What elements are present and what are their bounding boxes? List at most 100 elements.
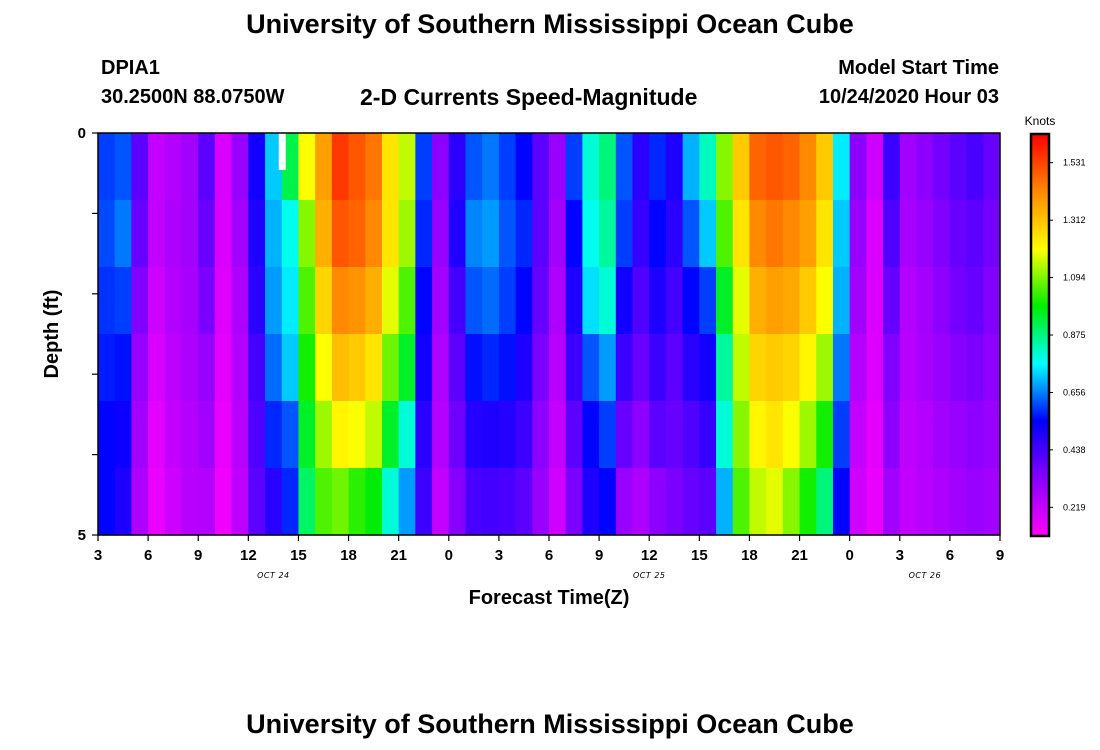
- heatmap-cell: [682, 334, 700, 402]
- heatmap-cell: [98, 133, 116, 201]
- heatmap-cell: [114, 133, 133, 201]
- x-tick-label: 6: [545, 547, 553, 564]
- heatmap-cell: [983, 401, 1000, 469]
- x-tick-label: 15: [290, 547, 307, 564]
- date-label: OCT 24: [257, 571, 290, 580]
- heatmap-cell: [582, 334, 600, 402]
- heatmap-cell: [448, 133, 467, 201]
- heatmap-cell: [615, 401, 634, 469]
- heatmap-cell: [482, 468, 500, 536]
- heatmap-cell: [649, 133, 667, 201]
- heatmap-cell: [248, 334, 266, 402]
- heatmap-cell: [699, 200, 717, 268]
- heatmap-cell: [916, 334, 934, 402]
- heatmap-cell: [816, 200, 834, 268]
- heatmap-cell: [816, 468, 834, 536]
- page-title: University of Southern Mississippi Ocean…: [246, 9, 854, 39]
- heatmap-cell: [949, 133, 968, 201]
- heatmap-cell: [381, 133, 400, 201]
- heatmap-cell: [148, 468, 166, 536]
- heatmap-cell: [899, 401, 918, 469]
- heatmap-cell: [949, 401, 968, 469]
- heatmap-cell: [883, 334, 901, 402]
- x-tick-label: 18: [340, 547, 357, 564]
- x-tick-label: 9: [595, 547, 603, 564]
- heatmap-cell: [866, 200, 884, 268]
- heatmap-cell: [716, 334, 734, 402]
- colorbar-tick-label: 1.531: [1063, 158, 1086, 168]
- heatmap-cell: [98, 401, 116, 469]
- heatmap-cell: [198, 468, 216, 536]
- heatmap-cell: [348, 133, 366, 201]
- heatmap-cell: [231, 200, 249, 268]
- heatmap-cell: [799, 200, 817, 268]
- heatmap-cell: [265, 401, 283, 469]
- heatmap-cell: [632, 334, 650, 402]
- model-start-time: 10/24/2020 Hour 03: [818, 86, 999, 108]
- heatmap-cell: [849, 334, 867, 402]
- colorbar-tick-label: 0.438: [1063, 445, 1086, 455]
- heatmap-cell: [248, 133, 266, 201]
- heatmap-cell: [649, 334, 667, 402]
- x-tick-label: 0: [445, 547, 453, 564]
- heatmap-cell: [849, 401, 867, 469]
- heatmap-cell: [448, 200, 467, 268]
- heatmap-cell: [766, 133, 784, 201]
- heatmap-cell: [883, 401, 901, 469]
- heatmap-cell: [532, 468, 550, 536]
- heatmap-cell: [532, 334, 550, 402]
- heatmap-cell: [582, 401, 600, 469]
- heatmap-cell: [231, 267, 249, 335]
- heatmap-cell: [816, 401, 834, 469]
- heatmap-cell: [265, 133, 283, 201]
- heatmap-cell: [148, 200, 166, 268]
- heatmap-cell: [732, 468, 751, 536]
- heatmap-cell: [632, 267, 650, 335]
- heatmap-cell: [899, 468, 918, 536]
- heatmap-cell: [933, 133, 951, 201]
- heatmap-cell: [214, 133, 233, 201]
- heatmap-cell: [565, 401, 584, 469]
- heatmap-cell: [315, 401, 333, 469]
- heatmap-cell: [415, 267, 433, 335]
- heatmap-cell: [866, 401, 884, 469]
- heatmap-cell: [883, 267, 901, 335]
- heatmap-cell: [315, 334, 333, 402]
- heatmap-cell: [281, 267, 300, 335]
- heatmap-cell: [482, 267, 500, 335]
- axes: 3 6 9 12 15 18 21 0 3 6 9 12 15 18 21 0 3 6 9 OCT 24 OCT 25 O…: [78, 125, 1005, 580]
- heatmap-cell: [682, 267, 700, 335]
- heatmap-cell: [465, 468, 483, 536]
- heatmap-cell: [766, 468, 784, 536]
- heatmap-cell: [549, 468, 567, 536]
- heatmap-cell: [749, 133, 767, 201]
- colorbar-tick-label: 1.094: [1063, 272, 1086, 282]
- heatmap-cell: [398, 334, 416, 402]
- heatmap-cell: [365, 401, 383, 469]
- heatmap-cell: [198, 133, 216, 201]
- heatmap-cell: [749, 267, 767, 335]
- heatmap-cell: [933, 267, 951, 335]
- heatmap-cell: [231, 133, 249, 201]
- heatmap-cell: [465, 200, 483, 268]
- heatmap-cell: [432, 267, 450, 335]
- heatmap-cell: [732, 133, 751, 201]
- heatmap-cell: [732, 267, 751, 335]
- heatmap-cell: [716, 133, 734, 201]
- plot-title: 2-D Currents Speed-Magnitude: [360, 84, 698, 110]
- heatmap-cell: [632, 468, 650, 536]
- heatmap-cell: [649, 468, 667, 536]
- heatmap-cell: [649, 267, 667, 335]
- heatmap-cell: [365, 468, 383, 536]
- heatmap-cell: [966, 267, 984, 335]
- heatmap-cell: [415, 401, 433, 469]
- heatmap-cell: [532, 200, 550, 268]
- heatmap-cell: [632, 133, 650, 201]
- heatmap-cell: [883, 468, 901, 536]
- heatmap-cell: [549, 334, 567, 402]
- heatmap-cell: [298, 334, 316, 402]
- heatmap-cell: [883, 200, 901, 268]
- heatmap-cell: [632, 200, 650, 268]
- heatmap-cell: [348, 267, 366, 335]
- heatmap-cell: [498, 133, 517, 201]
